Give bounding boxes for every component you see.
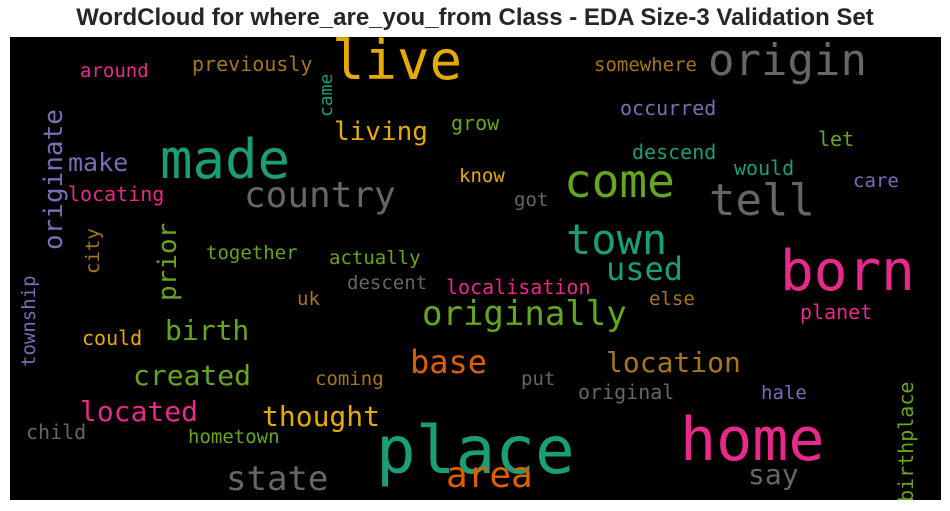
- word-child: child: [26, 420, 86, 444]
- word-localisation: localisation: [446, 275, 591, 299]
- word-somewhere: somewhere: [594, 54, 697, 76]
- word-used: used: [606, 250, 683, 288]
- word-home: home: [680, 405, 825, 475]
- word-origin: origin: [708, 37, 867, 86]
- word-town: town: [566, 215, 667, 264]
- word-born: born: [780, 239, 915, 304]
- word-located: located: [80, 395, 198, 428]
- word-prior: prior: [153, 223, 183, 301]
- word-descent: descent: [347, 272, 427, 294]
- word-original: original: [578, 380, 674, 404]
- word-place: place: [376, 412, 575, 489]
- word-could: could: [82, 326, 142, 350]
- word-originate: originate: [39, 109, 69, 250]
- word-cloud-canvas: live origin previously somewhere around came m…: [18, 37, 918, 500]
- word-together: together: [206, 242, 298, 264]
- word-hale: hale: [761, 382, 807, 404]
- word-base: base: [410, 343, 487, 381]
- word-occurred: occurred: [620, 96, 716, 120]
- word-state: state: [226, 459, 328, 499]
- word-put: put: [521, 368, 555, 390]
- word-let: let: [818, 127, 854, 151]
- word-locating: locating: [68, 182, 164, 206]
- word-descend: descend: [632, 140, 716, 164]
- word-cloud: live origin previously somewhere around came m…: [10, 37, 941, 500]
- word-hometown: hometown: [188, 426, 280, 448]
- word-coming: coming: [315, 368, 384, 390]
- word-country: country: [244, 175, 396, 216]
- word-care: care: [853, 170, 899, 192]
- word-else: else: [649, 288, 695, 310]
- word-area: area: [446, 455, 533, 496]
- word-location: location: [606, 346, 741, 379]
- word-know: know: [459, 165, 505, 187]
- word-township: township: [18, 275, 40, 367]
- word-planet: planet: [800, 300, 872, 324]
- word-live: live: [332, 37, 462, 92]
- word-originally: originally: [422, 294, 627, 334]
- word-made: made: [160, 128, 290, 191]
- word-say: say: [748, 458, 799, 491]
- word-thought: thought: [262, 400, 380, 433]
- word-around: around: [80, 60, 149, 82]
- word-come: come: [564, 154, 675, 208]
- word-came: came: [316, 74, 337, 117]
- word-living: living: [334, 117, 428, 147]
- word-actually: actually: [329, 247, 421, 269]
- word-city: city: [82, 228, 104, 274]
- word-got: got: [514, 189, 548, 211]
- chart-title: WordCloud for where_are_you_from Class -…: [76, 4, 874, 31]
- word-previously: previously: [192, 52, 312, 76]
- word-grow: grow: [451, 111, 500, 135]
- word-birthplace: birthplace: [894, 382, 918, 500]
- word-make: make: [68, 148, 128, 177]
- word-uk: uk: [297, 288, 320, 310]
- word-birth: birth: [165, 314, 249, 347]
- word-tell: tell: [709, 175, 815, 226]
- word-would: would: [734, 156, 794, 180]
- word-created: created: [133, 359, 251, 392]
